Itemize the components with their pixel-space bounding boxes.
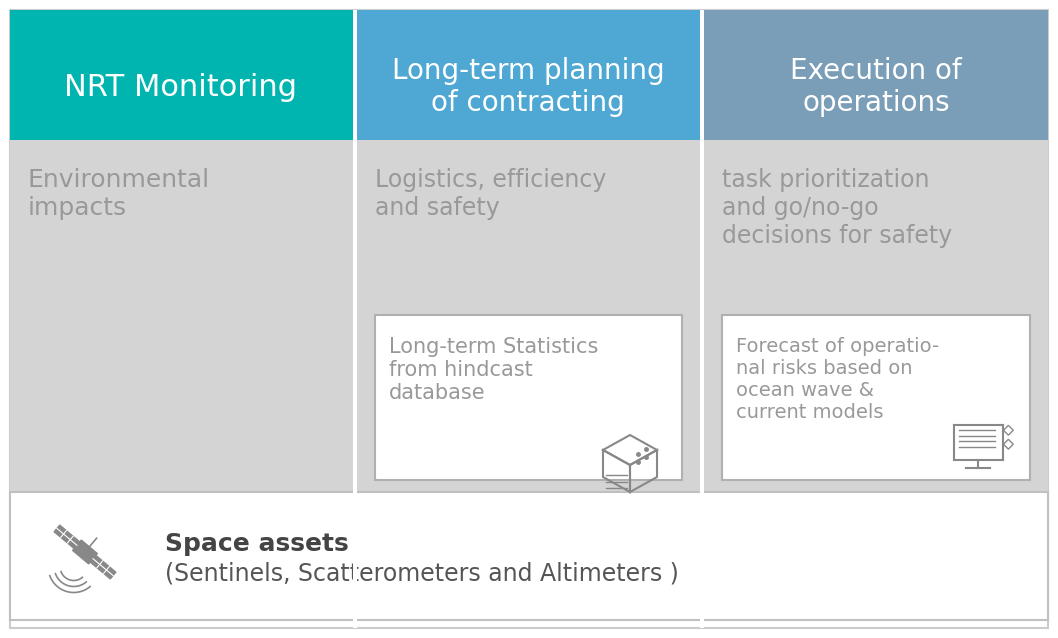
Polygon shape — [54, 525, 79, 549]
Bar — [704, 140, 1048, 620]
Text: Forecast of operatio-
nal risks based on
ocean wave &
current models: Forecast of operatio- nal risks based on… — [736, 337, 940, 422]
Polygon shape — [73, 540, 97, 564]
Text: Execution of
operations: Execution of operations — [790, 57, 962, 117]
Bar — [375, 315, 682, 480]
Text: Long-term Statistics
from hindcast
database: Long-term Statistics from hindcast datab… — [389, 337, 599, 403]
Bar — [10, 140, 353, 620]
Bar — [704, 10, 1048, 140]
Text: (Sentinels, Scatterometers and Altimeters ): (Sentinels, Scatterometers and Altimeter… — [165, 562, 679, 586]
Text: NRT Monitoring: NRT Monitoring — [65, 73, 297, 101]
Polygon shape — [90, 555, 116, 579]
Text: Environmental
impacts: Environmental impacts — [28, 168, 211, 220]
Text: Logistics, efficiency
and safety: Logistics, efficiency and safety — [375, 168, 606, 220]
Text: Space assets: Space assets — [165, 532, 349, 556]
Text: Long-term planning
of contracting: Long-term planning of contracting — [391, 57, 664, 117]
Bar — [10, 10, 353, 140]
Bar — [700, 10, 704, 628]
Bar — [10, 492, 1048, 620]
Bar — [722, 315, 1030, 480]
Bar — [357, 10, 700, 140]
Bar — [357, 140, 700, 620]
Text: task prioritization
and go/no-go
decisions for safety: task prioritization and go/no-go decisio… — [722, 168, 952, 248]
Bar — [353, 10, 357, 628]
